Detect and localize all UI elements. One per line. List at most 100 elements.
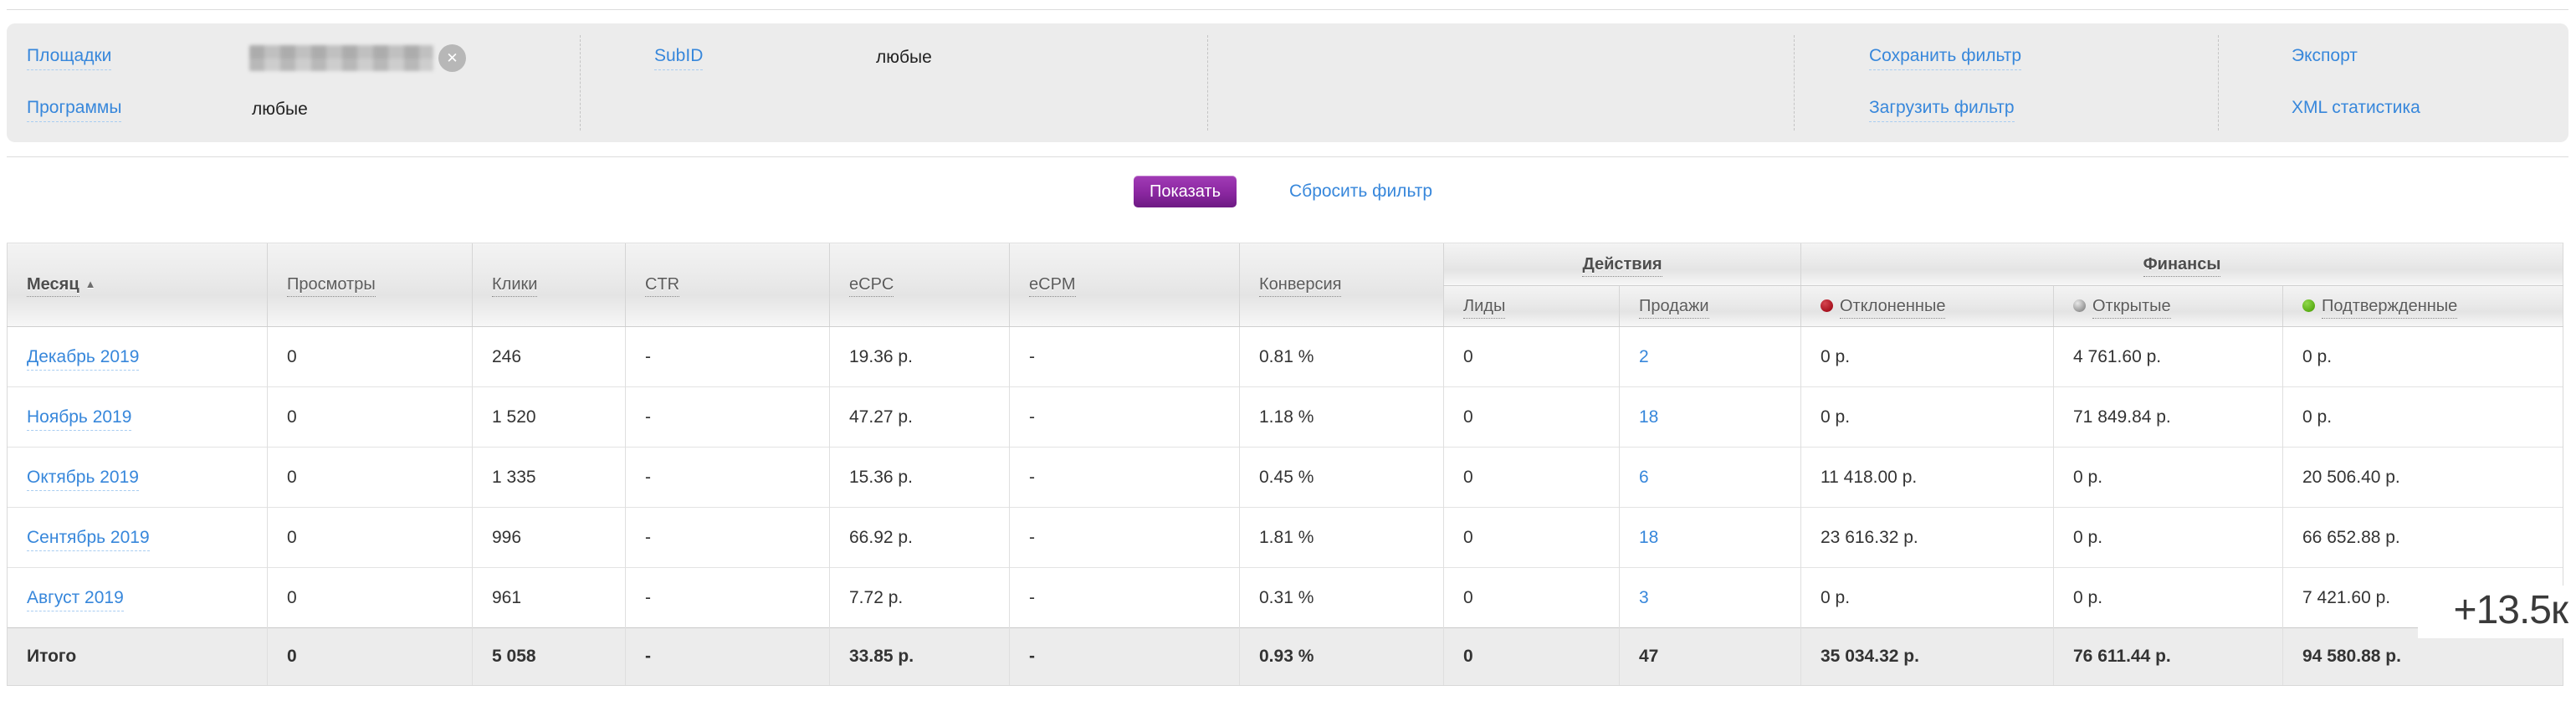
cell-confirmed: 66 652.88 р. <box>2282 507 2564 568</box>
platforms-filter-link[interactable]: Площадки <box>27 46 112 70</box>
cell-ecpm: - <box>1009 627 1240 686</box>
column-header-sales[interactable]: Продажи <box>1619 285 1801 327</box>
cell-sales: 18 <box>1619 507 1801 568</box>
cell-open: 76 611.44 р. <box>2053 627 2283 686</box>
show-button[interactable]: Показать <box>1134 176 1237 207</box>
column-header-ecpc[interactable]: eCPC <box>829 243 1010 327</box>
cell-declined: 0 р. <box>1800 386 2054 448</box>
panel-divider <box>1794 35 1795 130</box>
sort-ascending-icon: ▲ <box>85 278 96 290</box>
cell-ecpm: - <box>1009 567 1240 628</box>
table-row: Ноябрь 2019 0 1 520 - 47.27 р. - 1.18 % … <box>7 386 2564 448</box>
column-header-conversion[interactable]: Конверсия <box>1239 243 1444 327</box>
cell-views: 0 <box>267 447 473 508</box>
cell-declined: 35 034.32 р. <box>1800 627 2054 686</box>
cell-leads: 0 <box>1443 567 1620 628</box>
cell-leads: 0 <box>1443 386 1620 448</box>
top-divider <box>7 9 2568 10</box>
cell-month: Октябрь 2019 <box>7 447 268 508</box>
reset-filter-link[interactable]: Сбросить фильтр <box>1289 182 1433 201</box>
month-link[interactable]: Декабрь 2019 <box>27 346 140 371</box>
cell-views: 0 <box>267 386 473 448</box>
cell-sales: 18 <box>1619 386 1801 448</box>
cell-ctr: - <box>625 326 830 387</box>
sales-link[interactable]: 6 <box>1639 467 1649 487</box>
panel-bottom-divider <box>7 156 2568 157</box>
cell-ctr: - <box>625 386 830 448</box>
column-header-open[interactable]: Открытые <box>2053 285 2283 327</box>
save-filter-link[interactable]: Сохранить фильтр <box>1869 46 2022 70</box>
cell-ecpc: 7.72 р. <box>829 567 1010 628</box>
cell-open: 0 р. <box>2053 567 2283 628</box>
clear-platform-icon[interactable]: ✕ <box>438 44 466 72</box>
cell-ecpc: 15.36 р. <box>829 447 1010 508</box>
panel-divider <box>2218 35 2219 130</box>
export-link[interactable]: Экспорт <box>2292 46 2358 65</box>
xml-statistics-link[interactable]: XML статистика <box>2292 98 2420 117</box>
sales-link[interactable]: 18 <box>1639 407 1659 427</box>
cell-conversion: 1.81 % <box>1239 507 1444 568</box>
cell-open: 4 761.60 р. <box>2053 326 2283 387</box>
platforms-selected-value-redacted <box>249 45 433 71</box>
table-row: Декабрь 2019 0 246 - 19.36 р. - 0.81 % 0… <box>7 326 2564 387</box>
panel-divider <box>580 35 581 130</box>
month-link[interactable]: Октябрь 2019 <box>27 467 139 491</box>
column-header-declined[interactable]: Отклоненные <box>1800 285 2054 327</box>
cell-conversion: 0.93 % <box>1239 627 1444 686</box>
column-header-views[interactable]: Просмотры <box>267 243 473 327</box>
cell-views: 0 <box>267 627 473 686</box>
cell-month: Декабрь 2019 <box>7 326 268 387</box>
column-header-confirmed[interactable]: Подтвержденные <box>2282 285 2564 327</box>
column-header-ctr[interactable]: CTR <box>625 243 830 327</box>
cell-ctr: - <box>625 627 830 686</box>
table-row: Сентябрь 2019 0 996 - 66.92 р. - 1.81 % … <box>7 507 2564 568</box>
panel-divider <box>1207 35 1208 130</box>
column-group-finance[interactable]: Финансы <box>1800 243 2564 286</box>
cell-confirmed: 0 р. <box>2282 326 2564 387</box>
column-header-ecpm[interactable]: eCPM <box>1009 243 1240 327</box>
overlay-badge: +13.5к <box>2418 586 2576 638</box>
cell-month: Сентябрь 2019 <box>7 507 268 568</box>
cell-views: 0 <box>267 326 473 387</box>
cell-views: 0 <box>267 507 473 568</box>
cell-conversion: 0.31 % <box>1239 567 1444 628</box>
cell-views: 0 <box>267 567 473 628</box>
month-link[interactable]: Август 2019 <box>27 587 124 611</box>
programs-filter-value: любые <box>252 100 308 119</box>
cell-month: Ноябрь 2019 <box>7 386 268 448</box>
cell-ctr: - <box>625 447 830 508</box>
total-row: Итого 0 5 058 - 33.85 р. - 0.93 % 0 47 3… <box>7 627 2564 686</box>
cell-confirmed: 0 р. <box>2282 386 2564 448</box>
month-link[interactable]: Сентябрь 2019 <box>27 527 150 551</box>
sales-link[interactable]: 18 <box>1639 527 1659 547</box>
cell-clicks: 5 058 <box>472 627 626 686</box>
column-header-leads[interactable]: Лиды <box>1443 285 1620 327</box>
cell-clicks: 996 <box>472 507 626 568</box>
month-link[interactable]: Ноябрь 2019 <box>27 407 132 431</box>
cell-ecpm: - <box>1009 507 1240 568</box>
cell-clicks: 246 <box>472 326 626 387</box>
cell-leads: 0 <box>1443 447 1620 508</box>
cell-ecpc: 47.27 р. <box>829 386 1010 448</box>
cell-ctr: - <box>625 507 830 568</box>
cell-open: 0 р. <box>2053 507 2283 568</box>
cell-ecpm: - <box>1009 386 1240 448</box>
cell-clicks: 1 335 <box>472 447 626 508</box>
subid-filter-link[interactable]: SubID <box>654 46 704 70</box>
cell-ecpm: - <box>1009 447 1240 508</box>
column-header-clicks[interactable]: Клики <box>472 243 626 327</box>
programs-filter-link[interactable]: Программы <box>27 98 122 122</box>
cell-total-label: Итого <box>7 627 268 686</box>
cell-declined: 0 р. <box>1800 326 2054 387</box>
cell-ecpc: 33.85 р. <box>829 627 1010 686</box>
load-filter-link[interactable]: Загрузить фильтр <box>1869 98 2015 122</box>
cell-declined: 23 616.32 р. <box>1800 507 2054 568</box>
column-group-actions[interactable]: Действия <box>1443 243 1801 286</box>
cell-sales: 2 <box>1619 326 1801 387</box>
sales-link[interactable]: 3 <box>1639 587 1649 607</box>
cell-clicks: 1 520 <box>472 386 626 448</box>
column-header-month[interactable]: Месяц ▲ <box>7 243 268 327</box>
sales-link[interactable]: 2 <box>1639 346 1649 366</box>
table-row: Октябрь 2019 0 1 335 - 15.36 р. - 0.45 %… <box>7 447 2564 508</box>
cell-sales: 3 <box>1619 567 1801 628</box>
